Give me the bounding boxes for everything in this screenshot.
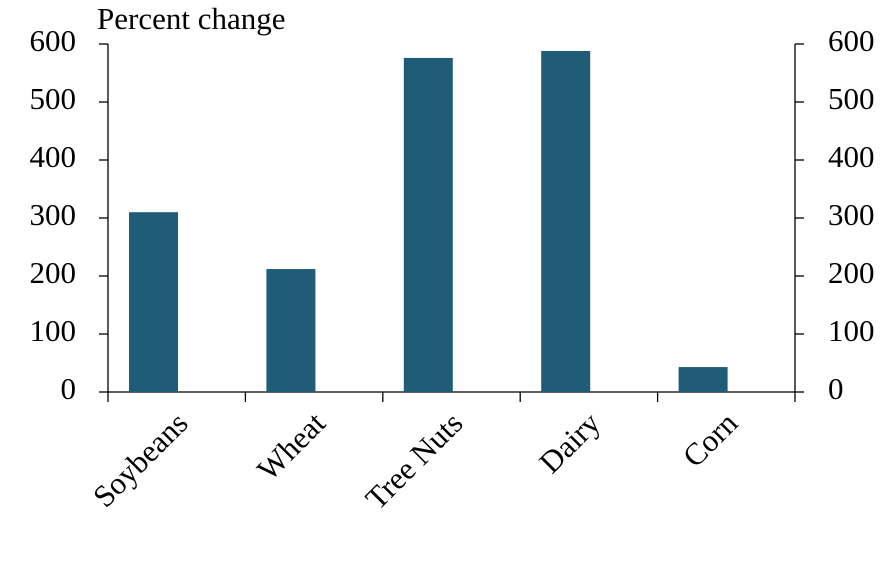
y2-tick-label: 600 <box>828 23 875 58</box>
chart-title: Percent change <box>97 1 285 36</box>
y-tick-label: 600 <box>30 23 77 58</box>
y2-tick-label: 0 <box>828 371 844 406</box>
x-tick-label: Dairy <box>532 405 607 480</box>
y2-tick-label: 400 <box>828 139 875 174</box>
x-tick-label: Wheat <box>250 405 332 487</box>
x-tick-label: Tree Nuts <box>358 405 469 516</box>
y-tick-label: 400 <box>30 139 77 174</box>
y2-tick-label: 100 <box>828 313 875 348</box>
bar <box>129 212 178 392</box>
y-tick-label: 0 <box>61 371 77 406</box>
y-tick-label: 300 <box>30 197 77 232</box>
y-tick-label: 200 <box>30 255 77 290</box>
y2-tick-label: 500 <box>828 81 875 116</box>
bar <box>266 269 316 392</box>
x-tick-label: Corn <box>676 405 745 474</box>
x-tick-label: Soybeans <box>86 405 195 514</box>
bar <box>541 50 591 393</box>
y-tick-label: 500 <box>30 81 77 116</box>
y-tick-label: 100 <box>30 313 77 348</box>
bar <box>403 57 453 393</box>
y2-tick-label: 200 <box>828 255 875 290</box>
bar <box>678 367 728 392</box>
y2-tick-label: 300 <box>828 197 875 232</box>
